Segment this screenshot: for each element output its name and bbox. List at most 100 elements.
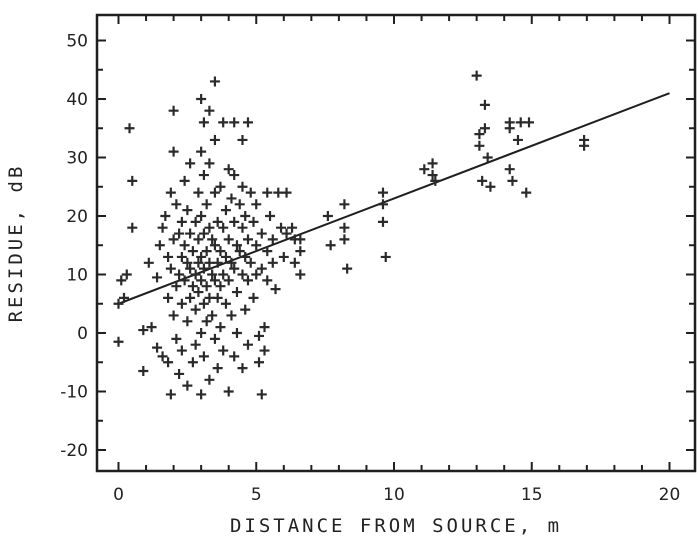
data-point bbox=[116, 275, 127, 286]
data-point bbox=[187, 281, 198, 292]
data-point bbox=[143, 257, 154, 268]
data-point bbox=[185, 158, 196, 169]
data-point bbox=[231, 240, 242, 251]
data-point bbox=[174, 228, 185, 239]
data-point bbox=[187, 357, 198, 368]
data-point bbox=[242, 339, 253, 350]
data-point bbox=[229, 117, 240, 128]
data-point bbox=[254, 357, 265, 368]
data-point bbox=[193, 234, 204, 245]
data-point bbox=[325, 240, 336, 251]
x-tick-label: 5 bbox=[251, 485, 262, 505]
data-point bbox=[119, 292, 130, 303]
data-point bbox=[209, 275, 220, 286]
data-point bbox=[419, 164, 430, 175]
data-point bbox=[265, 211, 276, 221]
data-point bbox=[237, 363, 248, 374]
data-point bbox=[270, 284, 281, 295]
data-point bbox=[209, 134, 220, 145]
data-point bbox=[339, 199, 350, 210]
data-point bbox=[209, 240, 220, 251]
data-point bbox=[215, 322, 226, 333]
data-point bbox=[240, 304, 251, 315]
data-point bbox=[474, 129, 485, 140]
plot-area-border bbox=[95, 13, 697, 473]
data-point bbox=[523, 117, 534, 128]
data-point bbox=[152, 272, 163, 283]
data-point bbox=[209, 187, 220, 198]
data-point bbox=[229, 351, 240, 362]
data-point bbox=[168, 234, 179, 245]
data-point bbox=[207, 269, 218, 280]
data-point bbox=[254, 330, 265, 341]
data-point bbox=[223, 164, 234, 175]
data-point bbox=[196, 389, 207, 400]
data-point bbox=[220, 205, 231, 216]
data-point bbox=[193, 287, 204, 298]
data-point bbox=[242, 275, 253, 286]
y-tick-label: 10 bbox=[66, 266, 88, 286]
data-point bbox=[377, 187, 388, 198]
y-tick-label: 0 bbox=[77, 324, 88, 344]
data-point bbox=[124, 123, 135, 134]
data-point bbox=[234, 246, 245, 257]
data-point bbox=[262, 275, 273, 286]
data-point bbox=[218, 269, 229, 280]
data-point bbox=[185, 263, 196, 274]
data-point bbox=[471, 70, 482, 81]
data-point bbox=[477, 175, 488, 186]
data-point bbox=[521, 187, 532, 198]
data-point bbox=[229, 263, 240, 274]
data-point bbox=[179, 275, 190, 286]
data-point bbox=[121, 269, 132, 280]
data-point bbox=[237, 181, 248, 192]
y-axis-title: RESIDUE, dB bbox=[5, 164, 27, 323]
data-point bbox=[237, 222, 248, 233]
data-point bbox=[223, 275, 234, 286]
data-point bbox=[245, 257, 256, 268]
data-point bbox=[168, 105, 179, 116]
data-point bbox=[174, 368, 185, 379]
data-point bbox=[196, 146, 207, 157]
data-point bbox=[204, 374, 215, 385]
data-point bbox=[157, 351, 168, 362]
data-point bbox=[485, 181, 496, 192]
y-tick-label: 20 bbox=[66, 207, 88, 227]
data-point bbox=[482, 152, 493, 163]
data-point bbox=[226, 193, 237, 204]
data-point bbox=[182, 205, 193, 216]
data-point bbox=[507, 175, 518, 186]
data-point bbox=[380, 251, 391, 262]
data-point bbox=[174, 269, 185, 280]
data-point bbox=[196, 328, 207, 338]
data-point bbox=[339, 234, 350, 245]
data-point bbox=[152, 342, 163, 353]
data-point bbox=[287, 222, 298, 233]
data-point bbox=[176, 251, 187, 262]
data-point bbox=[212, 257, 223, 268]
y-tick-label: 50 bbox=[66, 32, 88, 52]
data-point bbox=[240, 211, 251, 221]
data-point bbox=[245, 187, 256, 198]
data-point bbox=[295, 246, 306, 257]
data-point bbox=[201, 316, 212, 327]
data-point bbox=[193, 257, 204, 268]
data-point bbox=[207, 234, 218, 245]
data-point bbox=[198, 170, 209, 181]
x-tick-label: 0 bbox=[113, 485, 124, 505]
data-point bbox=[427, 158, 438, 169]
data-point bbox=[267, 257, 278, 268]
data-point bbox=[223, 234, 234, 245]
data-point bbox=[182, 380, 193, 391]
data-point bbox=[201, 199, 212, 210]
data-point bbox=[179, 175, 190, 186]
data-point bbox=[259, 322, 270, 333]
data-point bbox=[146, 322, 157, 333]
data-point bbox=[198, 351, 209, 362]
data-point bbox=[209, 76, 220, 87]
data-point bbox=[163, 251, 174, 262]
data-point bbox=[295, 234, 306, 245]
data-point bbox=[474, 140, 485, 151]
data-point bbox=[179, 240, 190, 251]
